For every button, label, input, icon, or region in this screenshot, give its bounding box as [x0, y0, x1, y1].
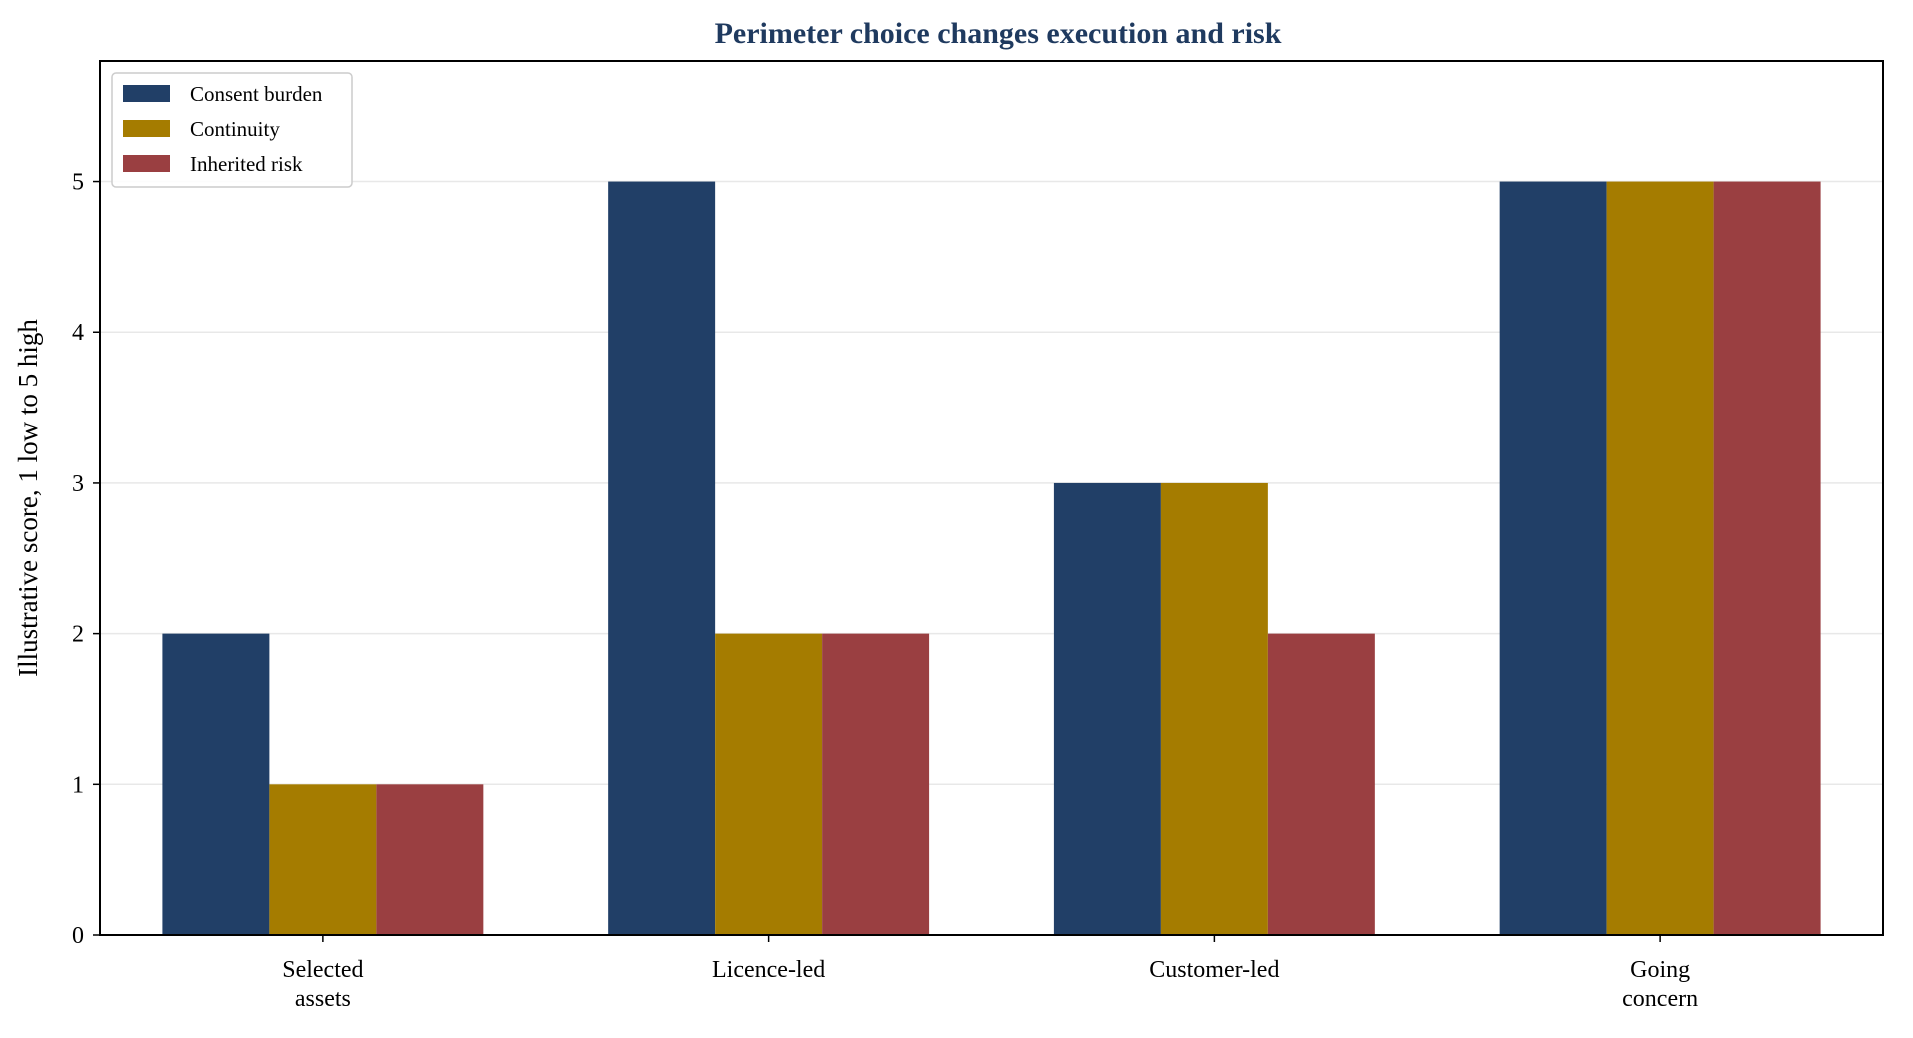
bar — [1267, 633, 1375, 935]
legend-box — [111, 72, 353, 188]
legend-label: Continuity — [190, 117, 280, 141]
legend-label: Inherited risk — [190, 152, 303, 176]
legend-swatch — [123, 155, 170, 172]
y-tick-label: 1 — [72, 772, 84, 798]
x-tick-label: Customer-led — [1149, 957, 1279, 983]
bar — [715, 633, 823, 935]
legend-swatch — [123, 85, 170, 102]
legend-label: Consent burden — [190, 82, 323, 106]
x-tick-label: Licence-led — [712, 957, 825, 983]
legend-swatch — [123, 120, 170, 137]
chart-title: Perimeter choice changes execution and r… — [715, 17, 1282, 50]
bar — [1053, 482, 1161, 935]
bar — [1713, 181, 1821, 935]
y-axis-label: Illustrative score, 1 low to 5 high — [13, 319, 43, 677]
bar — [269, 784, 377, 935]
bar — [1160, 482, 1268, 935]
y-tick-label: 4 — [72, 320, 84, 346]
y-tick-label: 2 — [72, 622, 84, 648]
bar — [1606, 181, 1714, 935]
y-tick-label: 5 — [72, 170, 84, 196]
bar — [1499, 181, 1607, 935]
x-tick-label: Selected assets — [282, 957, 363, 1012]
bar — [608, 181, 716, 935]
y-axis: 0 1 2 3 4 5 — [72, 170, 100, 949]
bar — [162, 633, 270, 935]
plot-frame — [99, 60, 1884, 936]
bar — [822, 633, 930, 935]
bar — [376, 784, 484, 935]
x-tick-label: Going concern — [1622, 957, 1698, 1012]
legend: Consent burden Continuity Inherited risk — [111, 72, 353, 188]
y-tick-label: 3 — [72, 471, 84, 497]
x-axis: Selected assets Licence-led Customer-led Goi… — [282, 935, 1698, 1012]
bars — [162, 181, 1821, 935]
y-tick-label: 0 — [72, 923, 84, 949]
